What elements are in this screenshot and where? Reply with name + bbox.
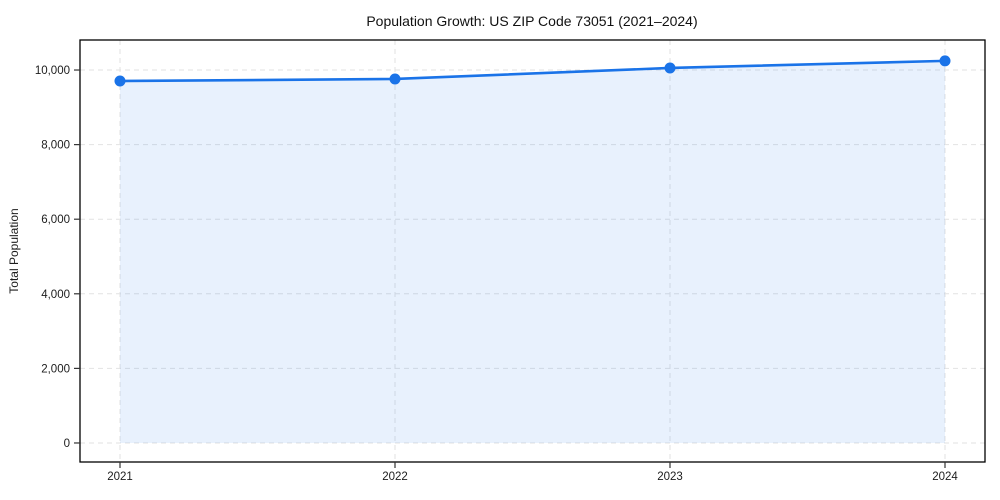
x-tick-label: 2023 — [657, 471, 683, 483]
x-tick-label: 2021 — [107, 471, 133, 483]
y-tick-label: 4,000 — [41, 289, 70, 301]
marker-layer — [114, 55, 951, 87]
y-tick-label: 2,000 — [41, 363, 70, 375]
trend-line — [118, 59, 947, 83]
data-point-2022 — [389, 73, 401, 85]
y-tick-label: 0 — [64, 438, 70, 450]
data-point-2024 — [939, 55, 951, 67]
area-fill — [120, 60, 945, 443]
area-layer — [120, 60, 945, 443]
data-point-2023 — [664, 62, 676, 74]
tick-layer — [74, 69, 946, 468]
x-tick-label: 2024 — [932, 471, 958, 483]
grid-layer — [80, 40, 985, 462]
tick-label-layer: 0 2,000 4,000 6,000 8,000 10,000 2021 2022 2023 2… — [35, 65, 959, 483]
plot-border — [79, 39, 986, 463]
data-point-2021 — [114, 75, 126, 87]
chart-title: Population Growth: US ZIP Code 73051 (20… — [366, 13, 697, 29]
y-tick-label: 6,000 — [41, 214, 70, 226]
x-tick-label: 2022 — [382, 471, 408, 483]
y-tick-label: 10,000 — [35, 65, 70, 77]
line-layer — [118, 59, 947, 83]
y-tick-label: 8,000 — [41, 140, 70, 152]
y-axis-label: Total Population — [7, 208, 21, 293]
